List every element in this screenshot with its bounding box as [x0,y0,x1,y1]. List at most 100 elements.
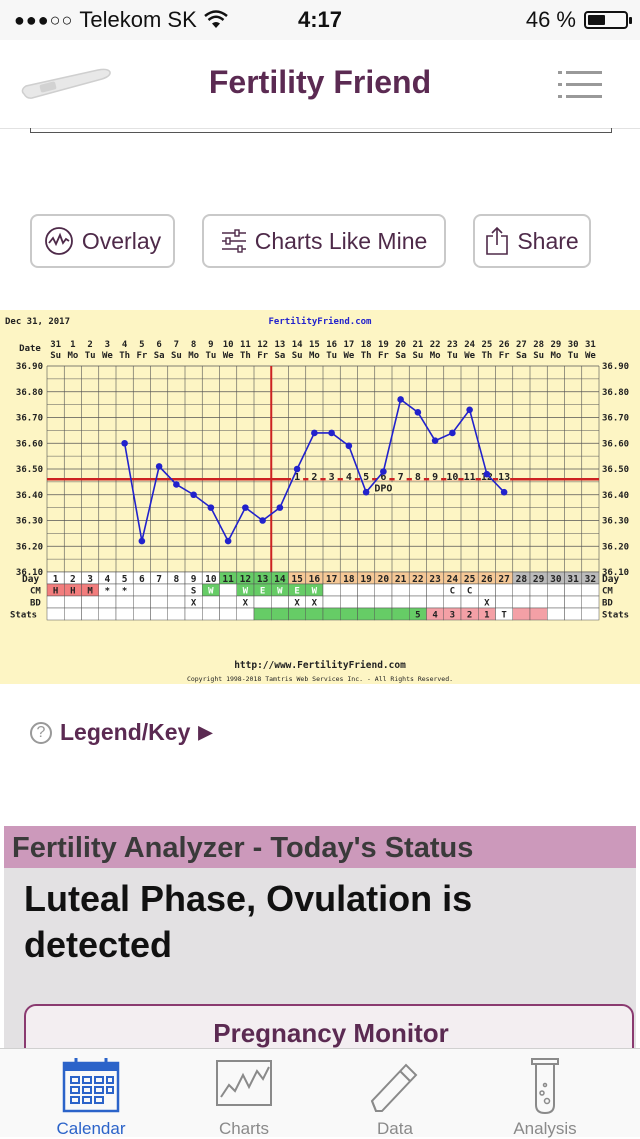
dpo-label-bg [371,482,396,494]
date-label: 22 [430,340,441,350]
battery-info: 46 % [525,7,632,33]
cm-cell [547,583,565,597]
day-number: 29 [533,574,545,585]
cm-value: S [191,587,196,597]
stats-value: 5 [415,611,420,621]
date-label: 17 [343,340,354,350]
date-label: 8 [191,340,196,350]
cm-value: W [208,587,214,597]
tab-data[interactable]: Data [315,1053,475,1138]
day-number: 26 [481,574,493,585]
y-tick-label-right: 36.80 [602,388,629,398]
dpo-number-bg [411,470,424,481]
overlay-button[interactable]: Overlay [30,214,175,268]
cm-row-label: CM [30,587,41,597]
battery-percent: 46 % [525,7,576,32]
y-tick-label-left: 36.40 [16,491,43,501]
cm-value: C [467,587,472,597]
tab-calendar[interactable]: Calendar [11,1053,171,1138]
y-tick-label-right: 36.50 [602,465,629,475]
day-number: 11 [222,574,234,585]
bd-cell [219,595,237,609]
analyzer-header: Fertility Analyzer - Today's Status [4,826,636,868]
legend-key-link[interactable]: ? Legend/Key ▶ [30,719,212,746]
temperature-point [121,439,128,447]
date-label: 5 [139,340,144,350]
dpo-number-bg [325,470,338,481]
temperature-point [431,437,439,444]
weekday-label: Tu [205,351,216,361]
tab-analysis[interactable]: Analysis [465,1053,625,1138]
tab-bar: Calendar Charts Data Analysis [0,1048,640,1138]
stats-cell [271,607,289,621]
cm-value: * [105,587,110,597]
cm-cell [564,583,582,597]
thermometer-logo-icon [21,68,111,99]
dpo-number: 13 [498,472,510,483]
stats-value: T [501,611,507,621]
cm-value: E [294,587,299,597]
date-label: 24 [464,340,475,350]
bd-cell [167,595,186,609]
day-number: 32 [585,574,596,585]
status-bar: ●●●○○ Telekom SK 4:17 46 % [0,0,640,40]
dpo-number: 2 [311,472,317,483]
stats-cell [253,607,272,621]
temperature-point [380,468,387,475]
day-row-label: Day [22,574,39,585]
stats-cell [64,607,82,621]
day-number: 12 [240,574,251,585]
weekday-label: Mo [309,351,320,361]
app-header: Fertility Friend [0,40,640,129]
cm-cell [322,583,341,597]
dpo-number-bg [360,470,373,481]
weekday-label: Tu [85,351,96,361]
dpo-number: 1 [294,472,300,483]
cm-cell [133,583,151,597]
test-tube-icon [531,1058,559,1115]
stats-cell [202,607,220,621]
bd-cell [150,595,168,609]
cm-cell [512,583,531,597]
chart-date-label: Dec 31, 2017 [5,317,70,327]
stats-cell [547,607,565,621]
bbt-chart[interactable]: Dec 31, 2017 FertilityFriend.com Date 31 Su 1… [0,310,640,684]
weekday-label: Th [481,351,492,361]
stats-row-label-right: Stats [602,611,629,621]
stats-cell [305,607,324,621]
dpo-number-bg [498,470,511,481]
weekday-label: Su [171,351,182,361]
y-tick-label-right: 36.60 [602,439,629,449]
previous-chart-edge [30,128,612,133]
day-number: 15 [291,574,303,585]
share-label: Share [517,227,579,254]
menu-button[interactable] [558,70,602,100]
temperature-point [276,504,284,511]
date-label: 28 [533,340,544,350]
stats-cell [219,607,237,621]
day-number: 22 [412,574,423,585]
bd-cell [253,595,272,609]
weekday-label: Sa [516,351,527,361]
date-label: 14 [292,340,303,350]
temperature-point [311,429,318,437]
cm-value: H [53,587,58,597]
tab-charts[interactable]: Charts [164,1053,324,1138]
weekday-label: Mo [188,351,199,361]
tab-calendar-label: Calendar [56,1119,126,1138]
stats-cell [340,607,358,621]
bd-cell [340,595,358,609]
bd-cell [512,595,531,609]
wifi-icon [203,10,228,28]
bd-cell [81,595,99,609]
temperature-point [483,470,491,478]
weekday-label: We [102,351,113,361]
bd-cell [564,595,582,609]
share-button[interactable]: Share [473,214,591,268]
charts-like-mine-button[interactable]: Charts Like Mine [202,214,446,268]
stats-cell [236,607,255,621]
date-label: 26 [499,340,510,350]
cm-cell [581,583,600,597]
bd-cell [98,595,117,609]
day-number: 8 [174,574,180,585]
